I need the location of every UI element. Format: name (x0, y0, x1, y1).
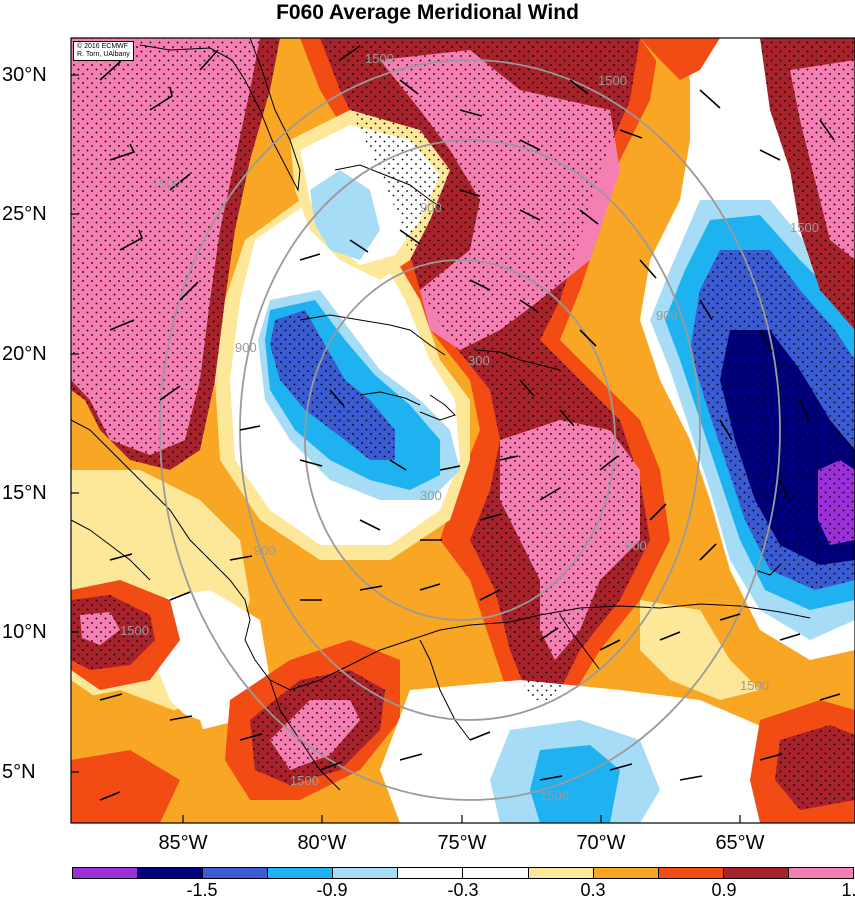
contour-label: 900 (235, 340, 257, 355)
lon-label: 65°W (715, 832, 765, 854)
lat-label: 30°N (2, 64, 47, 86)
contour-label: 1500 (790, 220, 819, 235)
lat-label: 25°N (2, 203, 47, 225)
map-frame (70, 37, 855, 824)
colorbar-label: 0.3 (580, 880, 606, 900)
colorbar-swatch (203, 868, 269, 878)
longitude-labels: 85°W 80°W 75°W 70°W 65°W (70, 832, 855, 862)
wind-barbs (99, 45, 841, 801)
contour-label: 1500 (365, 51, 394, 66)
colorbar-swatch (398, 868, 464, 878)
colorbar-swatch (463, 868, 529, 878)
lon-label: 70°W (576, 832, 626, 854)
credit-line: © 2016 ECMWF (77, 43, 129, 50)
stipple-overlay (71, 38, 855, 810)
contour-label: 1500 (540, 788, 569, 803)
lat-label: 15°N (2, 482, 47, 504)
lat-label: 20°N (2, 343, 47, 365)
lon-label: 80°W (297, 832, 347, 854)
contour-label: 900 (420, 200, 442, 215)
colorbar-swatch (723, 868, 789, 878)
colorbar-label: -0.3 (447, 880, 479, 900)
contour-label: 1500 (598, 73, 627, 88)
colorbar-label: 1.5 (841, 880, 855, 900)
colorbar-swatch (73, 868, 139, 878)
map-title: F060 Average Meridional Wind (276, 1, 579, 24)
colorbar-swatch (593, 868, 659, 878)
contour-label: 900 (254, 543, 276, 558)
credit-line: R. Torn, UAlbany (77, 51, 130, 58)
contour-label: 1500 (290, 773, 319, 788)
colorbar (72, 867, 854, 879)
colorbar-label: -1.5 (186, 880, 218, 900)
lat-label: 5°N (2, 761, 36, 783)
colorbar-swatch (138, 868, 204, 878)
axis-ticks (71, 74, 741, 823)
colorbar-swatch (528, 868, 594, 878)
lat-label: 10°N (2, 621, 47, 643)
colorbar-swatch (788, 868, 853, 878)
contour-label: 900 (656, 308, 678, 323)
latitude-labels: 30°N 25°N 20°N 15°N 10°N 5°N (0, 0, 70, 830)
contour-label: 1500 (740, 678, 769, 693)
colorbar-swatch (658, 868, 724, 878)
contour-label: 1500 (152, 176, 181, 191)
colorbar-swatch (333, 868, 399, 878)
lon-label: 85°W (158, 832, 208, 854)
contour-label: 300 (468, 353, 490, 368)
colorbar-label: -0.9 (316, 880, 348, 900)
colorbar-labels: -1.5 -0.9 -0.3 0.3 0.9 1.5 (72, 880, 855, 900)
contour-label: 1500 (120, 623, 149, 638)
contour-label: 900 (625, 538, 647, 553)
credit-box: © 2016 ECMWF R. Torn, UAlbany (73, 41, 134, 61)
lon-label: 75°W (437, 832, 487, 854)
contour-label: 300 (420, 488, 442, 503)
contour-labels: 1500 1500 1500 1500 900 900 900 900 900 … (120, 51, 819, 803)
colorbar-label: 0.9 (711, 880, 737, 900)
colorbar-swatch (268, 868, 334, 878)
